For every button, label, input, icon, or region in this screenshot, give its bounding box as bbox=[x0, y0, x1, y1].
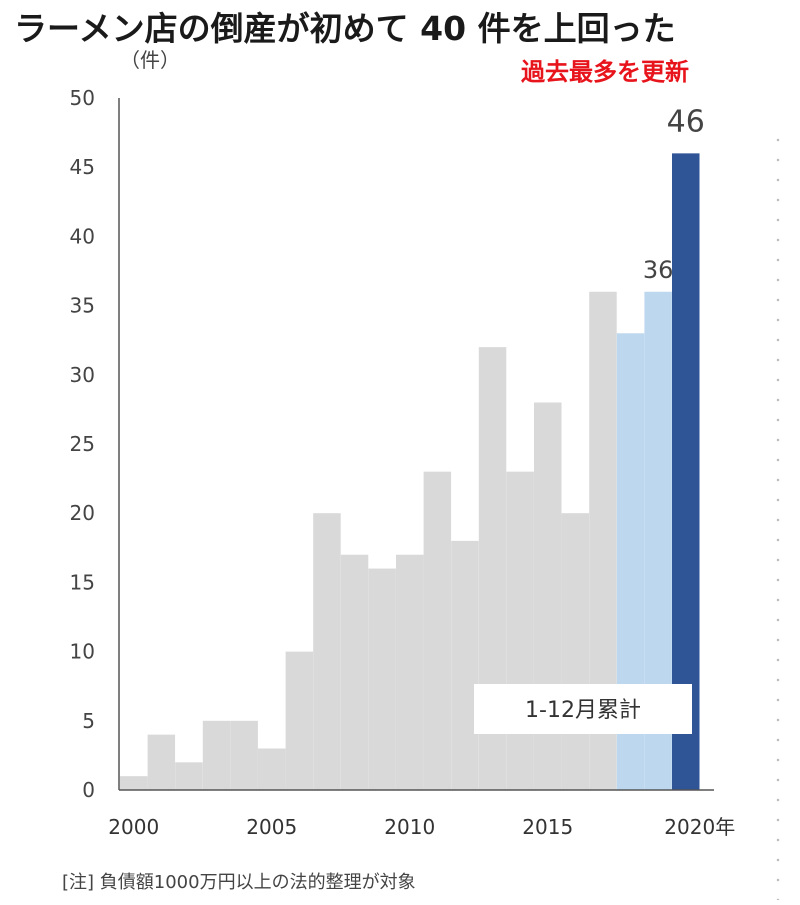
y-tick-label: 35 bbox=[70, 294, 95, 318]
bar-2009 bbox=[368, 568, 396, 790]
bar-2008 bbox=[340, 554, 369, 790]
bar-2001 bbox=[147, 734, 176, 790]
y-tick-label: 5 bbox=[82, 709, 95, 733]
bar-2010 bbox=[396, 554, 424, 790]
y-tick-label: 20 bbox=[70, 501, 95, 525]
bar-2020 bbox=[672, 153, 700, 791]
cumulative-label-box bbox=[474, 684, 692, 734]
bar-2003 bbox=[202, 720, 231, 790]
y-tick-label: 10 bbox=[70, 640, 95, 664]
bar-2014 bbox=[506, 471, 534, 790]
y-tick-label: 30 bbox=[70, 363, 95, 387]
y-tick-label: 25 bbox=[70, 432, 95, 456]
bar-2002 bbox=[175, 762, 203, 790]
chart-title: ラーメン店の倒産が初めて 40 件を上回った bbox=[14, 9, 676, 48]
data-label-2019: 36 bbox=[643, 256, 674, 284]
bar-2005 bbox=[258, 748, 286, 790]
y-axis-unit-label: （件） bbox=[120, 48, 180, 72]
y-tick-label: 40 bbox=[70, 224, 95, 248]
bar-2000 bbox=[120, 776, 148, 790]
bar-2012 bbox=[451, 540, 479, 790]
x-tick-label: 2020年 bbox=[664, 815, 735, 839]
x-tick-label: 2005 bbox=[246, 815, 297, 839]
record-annotation: 過去最多を更新 bbox=[521, 58, 689, 86]
dotted-separator bbox=[776, 130, 780, 900]
x-tick-label: 2010 bbox=[384, 815, 435, 839]
x-tick-label: 2000 bbox=[108, 815, 159, 839]
y-tick-label: 0 bbox=[82, 778, 95, 802]
bar-2016 bbox=[561, 513, 590, 790]
x-tick-label: 2015 bbox=[522, 815, 573, 839]
bar-2004 bbox=[230, 720, 258, 790]
cumulative-label-text: 1-12月累計 bbox=[525, 698, 641, 723]
bar-2011 bbox=[423, 471, 452, 790]
y-tick-label: 15 bbox=[70, 570, 95, 594]
footnote: [注] 負債額1000万円以上の法的整理が対象 bbox=[62, 872, 416, 893]
bar-2007 bbox=[313, 513, 341, 790]
y-tick-label: 45 bbox=[70, 155, 95, 179]
bar-2006 bbox=[285, 651, 314, 790]
data-label-2020: 46 bbox=[667, 104, 705, 139]
y-tick-label: 50 bbox=[70, 86, 95, 110]
